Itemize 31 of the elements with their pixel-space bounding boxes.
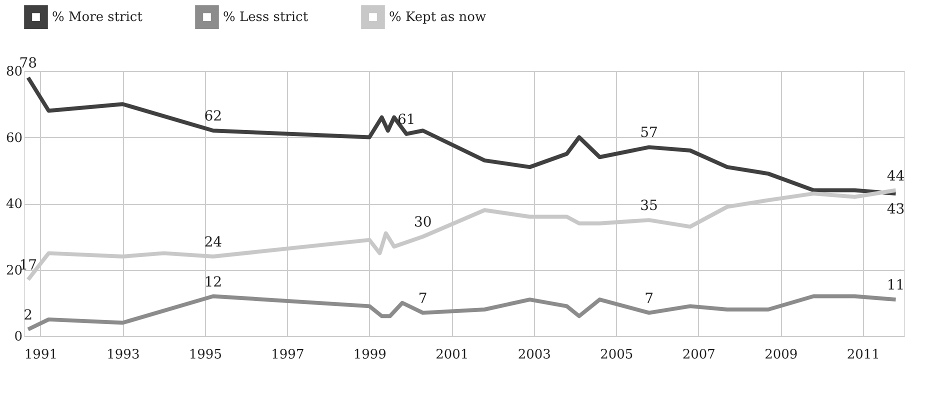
data-label: 62	[204, 108, 222, 125]
legend-label: % Kept as now	[389, 10, 486, 26]
data-label: 43	[886, 202, 905, 218]
data-label: 12	[204, 274, 222, 290]
x-tick-label: 2009	[764, 348, 798, 362]
x-tick-label: 1993	[106, 348, 140, 362]
y-tick-label: 60	[6, 130, 22, 146]
data-label: 7	[418, 290, 428, 307]
x-tick-label: 1991	[24, 348, 58, 362]
data-label: 44	[886, 168, 905, 184]
data-label: 24	[204, 234, 222, 250]
data-label: 61	[398, 112, 416, 128]
x-tick-label: 2001	[436, 348, 469, 362]
data-label: 35	[640, 198, 658, 214]
x-tick-label: 1995	[188, 348, 222, 362]
x-tick-label: 2007	[682, 348, 716, 362]
data-label: 2	[24, 307, 33, 324]
x-tick-label: 2005	[600, 348, 634, 362]
x-tick-label: 2011	[846, 348, 880, 362]
legend-label: % More strict	[52, 10, 144, 26]
data-label: 30	[414, 214, 432, 231]
line-series	[26, 294, 898, 332]
y-tick-label: 40	[6, 197, 22, 212]
data-label: 7	[644, 290, 654, 307]
data-label: 57	[640, 125, 658, 142]
x-tick-label: 1997	[271, 348, 304, 362]
legend-label: % Less strict	[223, 10, 309, 26]
x-tick-label: 2003	[518, 348, 551, 362]
y-tick-label: 0	[14, 330, 22, 344]
data-label: 11	[886, 278, 905, 294]
x-tick-label: 1999	[353, 348, 386, 362]
